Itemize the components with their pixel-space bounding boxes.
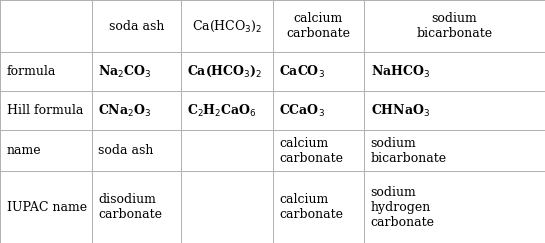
- Text: disodium
carbonate: disodium carbonate: [98, 193, 162, 221]
- Text: sodium
bicarbonate: sodium bicarbonate: [416, 12, 493, 40]
- Text: sodium
hydrogen
carbonate: sodium hydrogen carbonate: [371, 186, 434, 229]
- Text: calcium
carbonate: calcium carbonate: [279, 193, 343, 221]
- Text: Ca(HCO$_3$)$_2$: Ca(HCO$_3$)$_2$: [192, 18, 262, 34]
- Text: CaCO$_3$: CaCO$_3$: [279, 64, 325, 80]
- Text: Na$_2$CO$_3$: Na$_2$CO$_3$: [98, 64, 152, 80]
- Text: CCaO$_3$: CCaO$_3$: [279, 103, 325, 119]
- Text: CHNaO$_3$: CHNaO$_3$: [371, 103, 430, 119]
- Text: CNa$_2$O$_3$: CNa$_2$O$_3$: [98, 103, 152, 119]
- Text: C$_2$H$_2$CaO$_6$: C$_2$H$_2$CaO$_6$: [187, 103, 257, 119]
- Text: soda ash: soda ash: [108, 20, 164, 33]
- Text: Ca(HCO$_3$)$_2$: Ca(HCO$_3$)$_2$: [187, 64, 263, 79]
- Text: Hill formula: Hill formula: [7, 104, 83, 117]
- Text: formula: formula: [7, 65, 56, 78]
- Text: calcium
carbonate: calcium carbonate: [286, 12, 350, 40]
- Text: IUPAC name: IUPAC name: [7, 201, 87, 214]
- Text: NaHCO$_3$: NaHCO$_3$: [371, 64, 430, 80]
- Text: sodium
bicarbonate: sodium bicarbonate: [371, 137, 447, 165]
- Text: name: name: [7, 144, 41, 157]
- Text: soda ash: soda ash: [98, 144, 154, 157]
- Text: calcium
carbonate: calcium carbonate: [279, 137, 343, 165]
